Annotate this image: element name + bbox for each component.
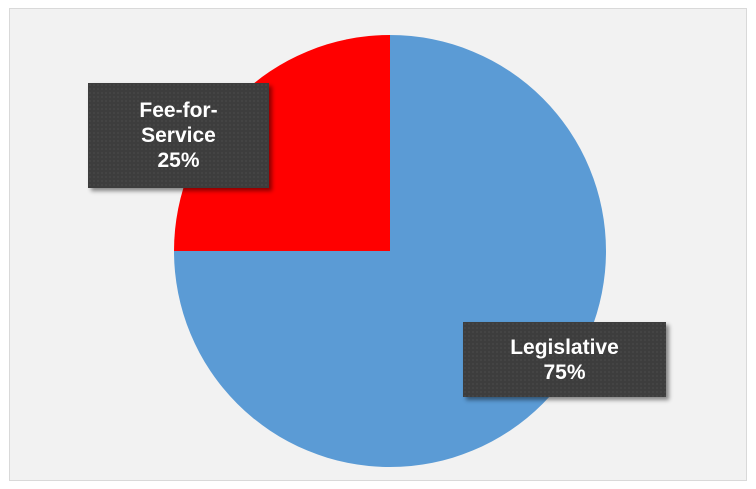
data-label-percent: 75%: [543, 360, 586, 384]
data-label-category-line: Service: [141, 124, 216, 147]
data-label-fee-for-service: Fee-for- Service 25%: [88, 83, 269, 188]
data-label-percent: 25%: [157, 149, 200, 172]
pie-slice-fee-for-service: [174, 35, 390, 251]
pie-chart: [174, 35, 606, 467]
chart-area: Fee-for- Service 25% Legislative 75%: [9, 8, 747, 481]
data-label-category-line: Fee-for-: [139, 99, 218, 122]
data-label-category-line: Legislative: [510, 335, 619, 359]
data-label-legislative: Legislative 75%: [463, 322, 666, 397]
